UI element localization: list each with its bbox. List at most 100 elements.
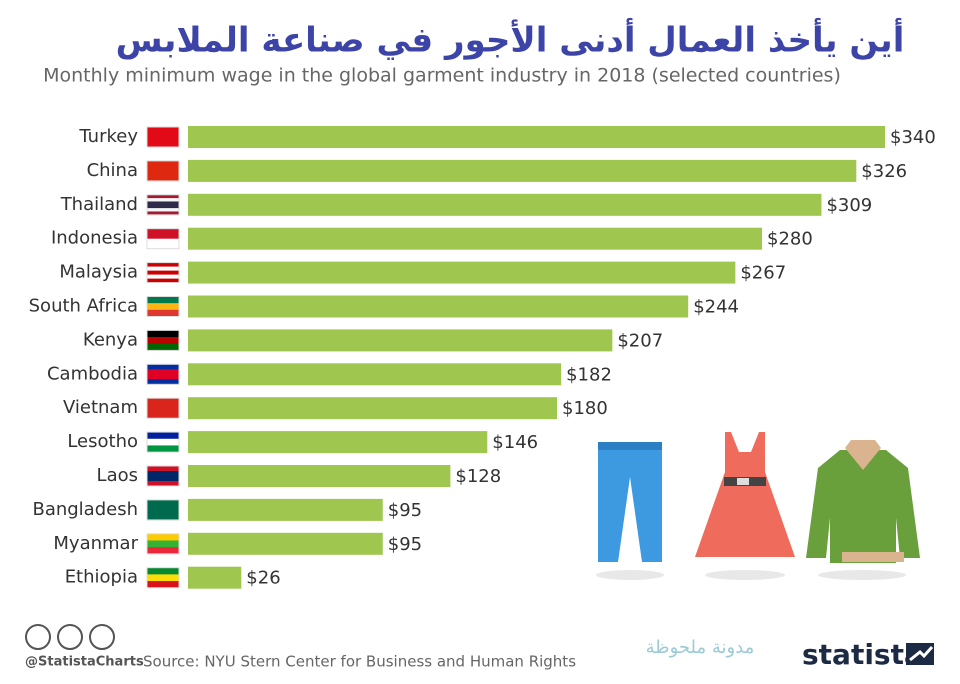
- flag: [147, 466, 179, 472]
- flag: [147, 337, 179, 345]
- flag: [147, 330, 179, 338]
- flag-border: [146, 296, 180, 317]
- category-label: Thailand: [60, 194, 138, 215]
- flag: [147, 262, 179, 267]
- flag: [147, 374, 179, 380]
- handle: @StatistaCharts: [25, 655, 144, 670]
- flag: [147, 547, 179, 555]
- flag: [147, 238, 179, 249]
- flag: [147, 398, 179, 419]
- bar: [188, 295, 689, 318]
- flag-border: [146, 329, 180, 351]
- value-label: $280: [767, 229, 813, 250]
- category-label: Kenya: [83, 329, 138, 350]
- bar: [188, 227, 762, 250]
- flag: [147, 204, 179, 209]
- flag-border: [146, 194, 180, 216]
- value-label: $267: [740, 263, 786, 284]
- flag: [147, 471, 179, 477]
- flag-border: [146, 160, 180, 182]
- flag-border: [146, 262, 180, 284]
- flag-border: [146, 228, 180, 250]
- value-label: $326: [861, 161, 907, 182]
- flag-border: [146, 567, 180, 589]
- flag: [147, 228, 179, 239]
- clothing-icons: [596, 432, 920, 580]
- chart-subtitle: Monthly minimum wage in the global garme…: [43, 65, 841, 87]
- value-label: $309: [826, 195, 872, 216]
- flag: [147, 274, 179, 279]
- flag: [147, 266, 179, 271]
- flag-border: [146, 363, 180, 385]
- footer: @StatistaCharts Source: NYU Stern Center…: [25, 624, 934, 671]
- brand: statista: [802, 638, 923, 671]
- bar: [188, 465, 451, 487]
- flag: [147, 201, 179, 206]
- flag: [147, 499, 179, 521]
- flag: [147, 574, 179, 582]
- value-label: $182: [566, 364, 612, 385]
- bar: [188, 126, 885, 148]
- value-label: $146: [492, 432, 538, 453]
- flag: [147, 379, 179, 385]
- value-label: $128: [455, 466, 501, 487]
- bar: [188, 397, 557, 420]
- source: Source: NYU Stern Center for Business an…: [143, 653, 576, 671]
- flag: [147, 540, 179, 548]
- category-label: Bangladesh: [32, 499, 138, 520]
- flag: [147, 270, 179, 275]
- flag: [147, 581, 179, 588]
- flag: [147, 567, 179, 575]
- category-label: Ethiopia: [65, 567, 138, 588]
- flag: [147, 160, 179, 182]
- value-label: $207: [617, 330, 663, 351]
- flag: [147, 343, 179, 351]
- category-label: Turkey: [78, 126, 138, 147]
- flag-border: [146, 465, 180, 487]
- value-label: $340: [890, 127, 936, 148]
- flag: [147, 194, 179, 199]
- flag: [147, 278, 179, 283]
- flag: [147, 211, 179, 216]
- bar: [188, 159, 857, 182]
- flag: [147, 303, 179, 311]
- watermark: مدونة ملحوظة: [646, 637, 755, 658]
- flag: [147, 481, 179, 487]
- flag: [147, 369, 179, 375]
- flag-border: [146, 499, 180, 521]
- bar: [188, 363, 562, 386]
- flag: [147, 445, 179, 453]
- flag-border: [146, 431, 180, 453]
- value-label: $244: [693, 297, 739, 318]
- flag: [147, 208, 179, 212]
- bar: [188, 261, 736, 284]
- flag: [147, 309, 179, 317]
- category-label: Malaysia: [59, 262, 138, 283]
- flag: [147, 364, 179, 370]
- bar: [188, 532, 383, 555]
- category-label: Cambodia: [47, 363, 138, 384]
- value-label: $95: [388, 500, 422, 521]
- category-label: Vietnam: [63, 397, 138, 418]
- flag: [147, 438, 179, 446]
- bar: [188, 329, 613, 352]
- flag: [147, 198, 179, 202]
- flag: [147, 432, 179, 440]
- flag: [147, 127, 179, 148]
- category-label: Indonesia: [51, 228, 138, 249]
- category-label: Laos: [97, 465, 138, 486]
- value-label: $180: [562, 398, 608, 419]
- bar: [188, 498, 383, 521]
- value-label: $95: [388, 534, 422, 555]
- flag: [147, 296, 179, 304]
- category-label: South Africa: [29, 296, 138, 317]
- bar: [188, 431, 488, 454]
- flag-border: [146, 397, 180, 419]
- flag: [147, 476, 179, 482]
- bar: [188, 566, 242, 589]
- chart-title: أين يأخذ العمال أدنى الأجور في صناعة الم…: [116, 18, 905, 61]
- flag-border: [146, 126, 180, 148]
- value-label: $26: [246, 568, 280, 589]
- flag: [147, 533, 179, 541]
